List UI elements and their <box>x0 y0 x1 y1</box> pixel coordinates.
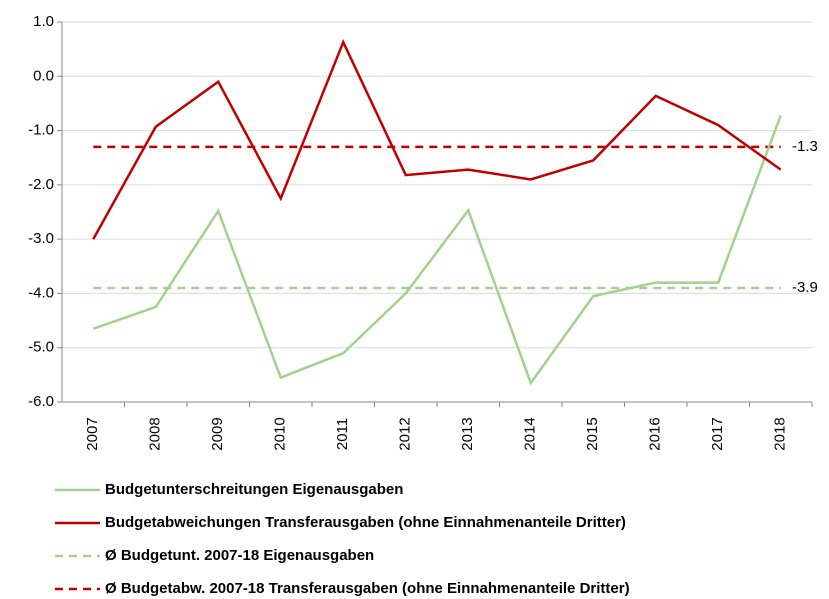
average-label: -1.3 <box>792 138 818 155</box>
x-tick-label: 2017 <box>709 417 726 450</box>
y-tick-label: -6.0 <box>28 393 54 410</box>
x-tick-label: 2009 <box>209 417 226 450</box>
legend-label: Budgetabweichungen Transferausgaben (ohn… <box>105 514 626 531</box>
y-tick-label: -4.0 <box>28 284 54 301</box>
legend-label: Budgetunterschreitungen Eigenausgaben <box>105 481 403 498</box>
legend-label: Ø Budgetabw. 2007-18 Transferausgaben (o… <box>105 580 630 597</box>
data-line <box>92 114 782 386</box>
y-tick-label: 1.0 <box>33 13 54 30</box>
x-tick-label: 2015 <box>584 417 601 450</box>
y-tick-label: -1.0 <box>28 122 54 139</box>
x-tick-label: 2007 <box>84 417 101 450</box>
y-tick-label: -2.0 <box>28 176 54 193</box>
x-tick-label: 2016 <box>647 417 664 450</box>
x-tick-label: 2014 <box>522 417 539 450</box>
x-tick-label: 2013 <box>459 417 476 450</box>
legend-label: Ø Budgetunt. 2007-18 Eigenausgaben <box>105 547 374 564</box>
y-tick-label: 0.0 <box>33 67 54 84</box>
x-tick-label: 2011 <box>334 418 351 450</box>
average-label: -3.9 <box>792 279 818 296</box>
y-tick-label: -3.0 <box>28 230 54 247</box>
x-tick-label: 2010 <box>272 417 289 450</box>
x-tick-label: 2012 <box>397 417 414 450</box>
data-line <box>92 38 782 240</box>
x-tick-label: 2018 <box>772 417 789 450</box>
y-tick-label: -5.0 <box>28 339 54 356</box>
x-tick-label: 2008 <box>147 417 164 450</box>
